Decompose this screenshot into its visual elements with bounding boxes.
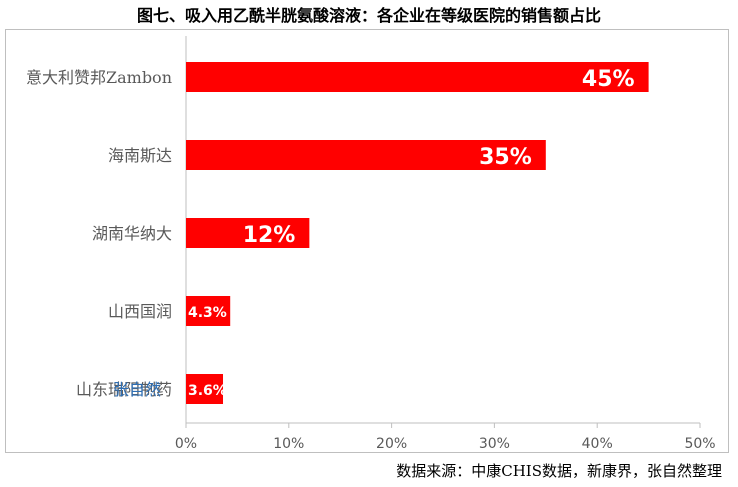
chart-title: 图七、吸入用乙酰半胱氨酸溶液：各企业在等级医院的销售额占比	[136, 6, 601, 25]
data-label: 35%	[479, 145, 532, 170]
bar	[186, 140, 546, 170]
category-label: 海南斯达	[108, 146, 172, 165]
bar	[186, 62, 649, 92]
data-label: 45%	[582, 67, 635, 92]
watermark-text: 张自然	[113, 380, 162, 399]
x-tick-label: 0%	[175, 436, 197, 452]
bar	[186, 374, 224, 404]
category-label: 意大利赞邦Zambon	[26, 68, 172, 87]
x-tick-label: 20%	[376, 436, 407, 452]
data-label: 12%	[243, 223, 296, 248]
data-label: 4.3%	[188, 305, 227, 321]
x-tick-label: 50%	[684, 436, 715, 452]
data-label: 3.6%	[188, 383, 227, 399]
category-label: 山东瑞阳制药	[76, 380, 172, 399]
source-note: 数据来源：中康CHIS数据，新康界，张自然整理	[396, 462, 722, 480]
category-label: 山西国润	[108, 302, 172, 321]
chart-frame	[5, 29, 729, 453]
bar	[186, 218, 310, 248]
x-tick-label: 30%	[479, 436, 510, 452]
x-tick-label: 10%	[273, 436, 304, 452]
bar	[186, 296, 231, 326]
x-tick-label: 40%	[582, 436, 613, 452]
category-label: 湖南华纳大	[92, 224, 172, 243]
